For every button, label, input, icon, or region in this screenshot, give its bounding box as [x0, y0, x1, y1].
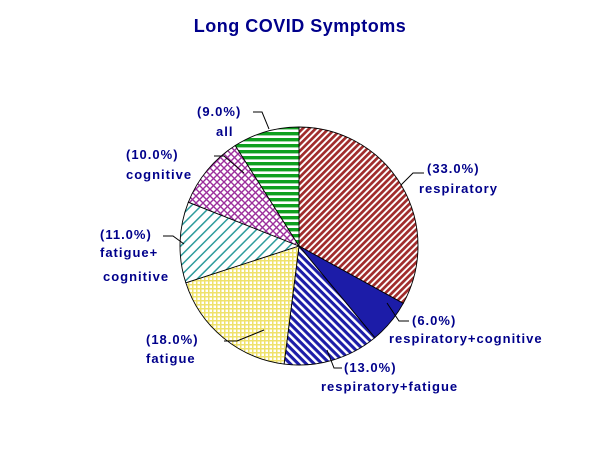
leader-line-respiratory-fatigue [326, 349, 342, 369]
slice-name-fatigue-cognitive-line1: fatigue+ [100, 245, 159, 260]
slice-name-cognitive-line1: cognitive [126, 167, 193, 182]
slice-name-fatigue-cognitive-line2: cognitive [103, 269, 170, 284]
leader-line-respiratory [400, 172, 424, 186]
pie-slice-respiratory-fatigue [283, 244, 376, 366]
slice-pct-respiratory: (33.0%) [427, 161, 480, 176]
slice-pct-respiratory-cognitive: (6.0%) [412, 313, 457, 328]
slice-pct-respiratory-fatigue: (13.0%) [344, 360, 397, 375]
slice-pct-fatigue-cognitive: (11.0%) [100, 227, 152, 242]
slice-name-fatigue-line1: fatigue [146, 351, 196, 366]
slice-name-all-line1: all [216, 124, 234, 139]
pie-slice-all [234, 126, 300, 248]
chart-title: Long COVID Symptoms [193, 16, 407, 36]
slice-pct-all: (9.0%) [197, 104, 242, 119]
leader-line-cognitive [214, 155, 245, 174]
slice-name-respiratory-fatigue-line1: respiratory+fatigue [321, 379, 459, 394]
pie-slice-cognitive [187, 144, 301, 247]
leader-line-fatigue [224, 329, 265, 342]
slice-name-respiratory-line1: respiratory [419, 181, 498, 196]
leader-line-respiratory-cognitive [386, 302, 409, 322]
pie-slice-fatigue-cognitive [179, 201, 301, 284]
leader-line-all [253, 111, 270, 130]
slice-pct-fatigue: (18.0%) [146, 332, 199, 347]
pie-slice-fatigue [185, 245, 300, 365]
slice-name-respiratory-cognitive-line1: respiratory+cognitive [389, 331, 543, 346]
slice-pct-cognitive: (10.0%) [126, 147, 179, 162]
leader-line-fatigue-cognitive [163, 235, 185, 245]
pie-slice-respiratory [298, 126, 419, 304]
